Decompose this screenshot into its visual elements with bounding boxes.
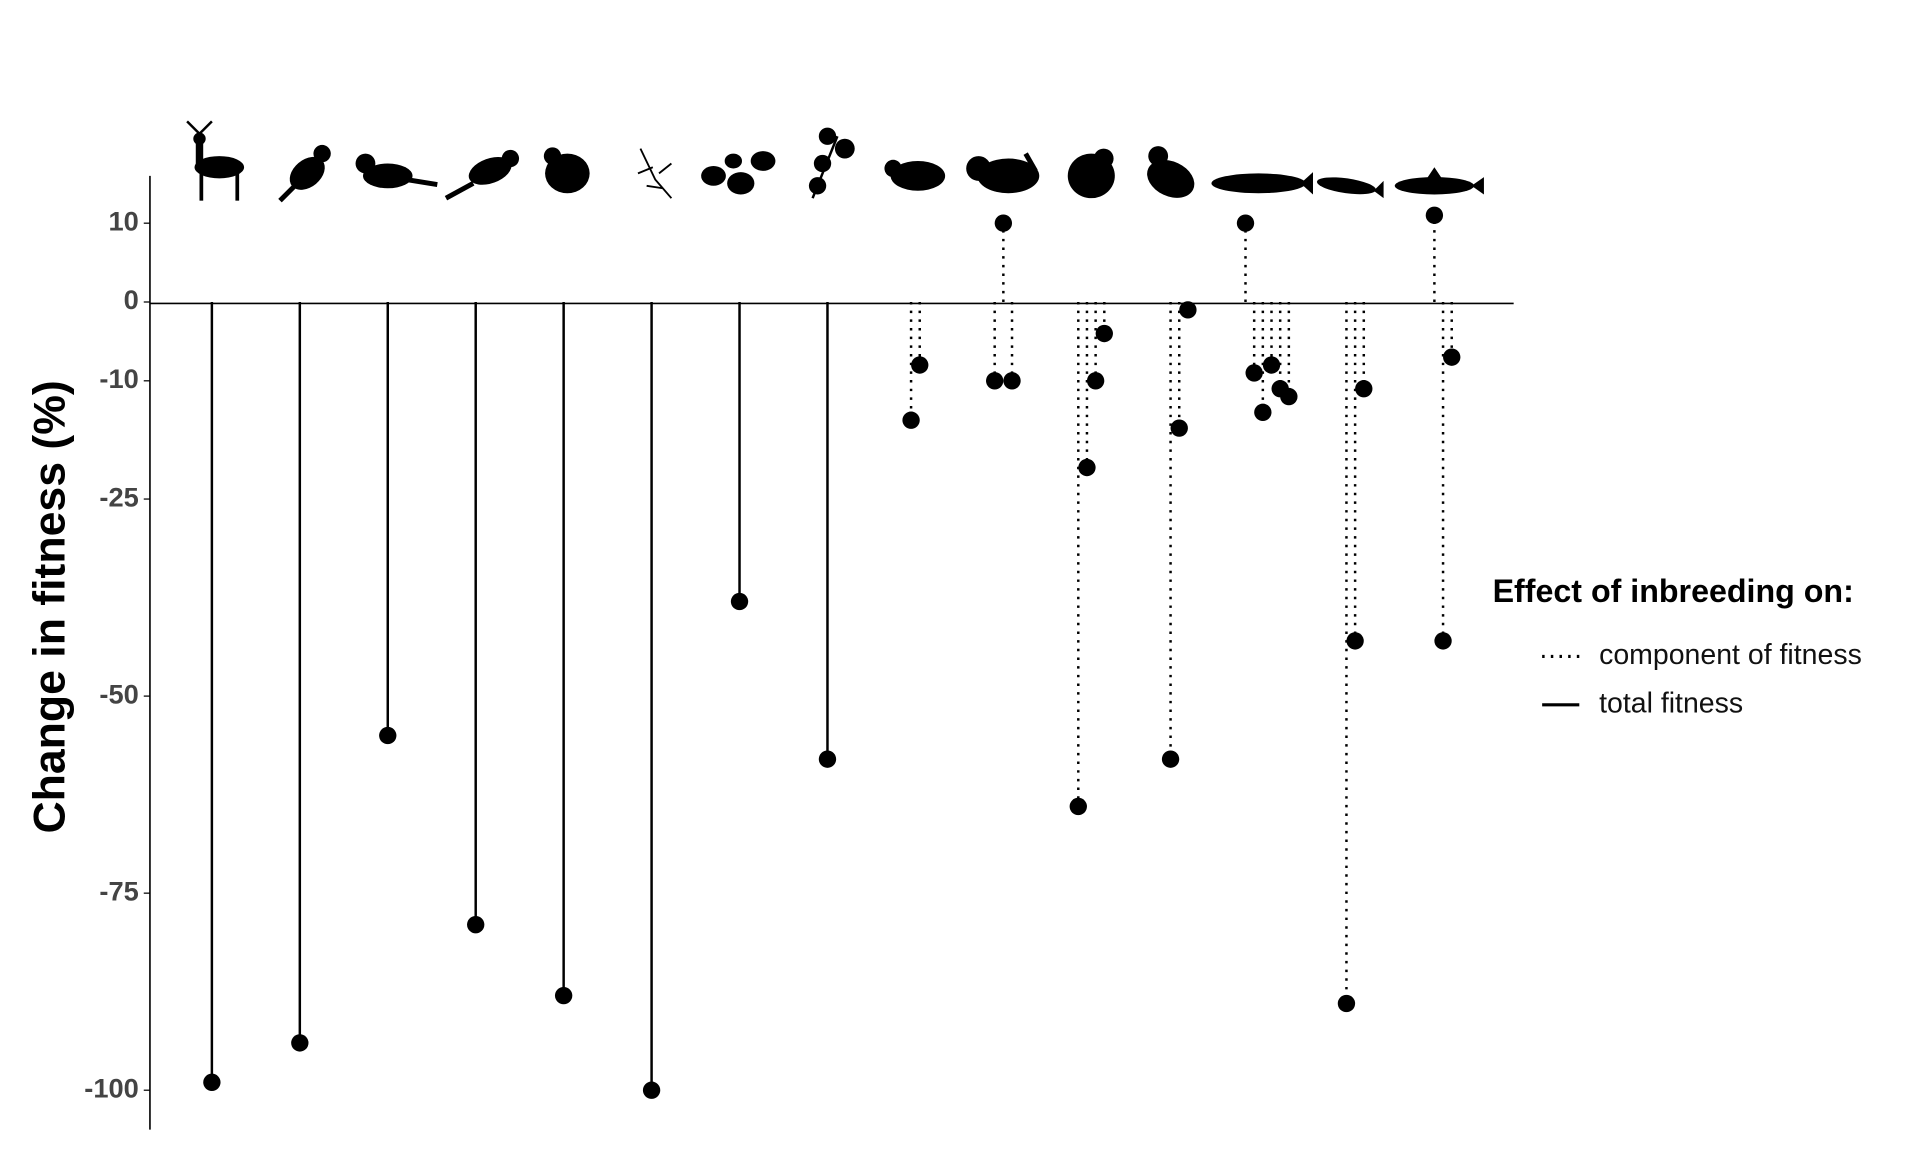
point — [1245, 364, 1263, 382]
point — [203, 1073, 221, 1091]
point — [1434, 632, 1452, 650]
legend-label: total fitness — [1599, 687, 1743, 719]
y-tick-label: -50 — [99, 678, 138, 709]
y-tick-label: -25 — [99, 481, 138, 512]
point — [1078, 458, 1096, 477]
point — [1337, 994, 1356, 1013]
point — [1003, 372, 1021, 390]
point — [1069, 797, 1087, 816]
point — [1355, 380, 1373, 398]
y-tick-label: -10 — [99, 363, 138, 394]
point — [911, 356, 929, 374]
y-tick-label: 0 — [124, 284, 139, 315]
point — [730, 592, 749, 611]
point — [1262, 356, 1281, 374]
point — [554, 986, 573, 1005]
point — [379, 726, 397, 745]
point — [902, 411, 920, 429]
legend-title: Effect of inbreeding on: — [1493, 573, 1854, 609]
point — [291, 1034, 309, 1052]
point — [1425, 206, 1444, 224]
y-tick-label: -75 — [99, 875, 138, 906]
y-axis-label: Change in fitness (%) — [25, 380, 74, 833]
point — [1179, 301, 1197, 319]
point — [818, 750, 837, 768]
point — [1280, 387, 1298, 406]
point — [1161, 750, 1180, 768]
point — [642, 1081, 661, 1099]
y-tick-label: 10 — [109, 205, 139, 236]
y-tick-label: -100 — [84, 1072, 139, 1103]
point — [1443, 348, 1461, 366]
point — [1170, 419, 1188, 437]
point — [1346, 632, 1364, 650]
point — [1086, 372, 1105, 390]
legend-label: component of fitness — [1599, 639, 1862, 671]
species-icons — [186, 120, 1484, 203]
point — [467, 916, 485, 934]
point — [1236, 214, 1255, 232]
point — [1254, 403, 1272, 422]
point — [994, 214, 1013, 232]
point — [986, 372, 1004, 390]
point — [1095, 324, 1113, 343]
